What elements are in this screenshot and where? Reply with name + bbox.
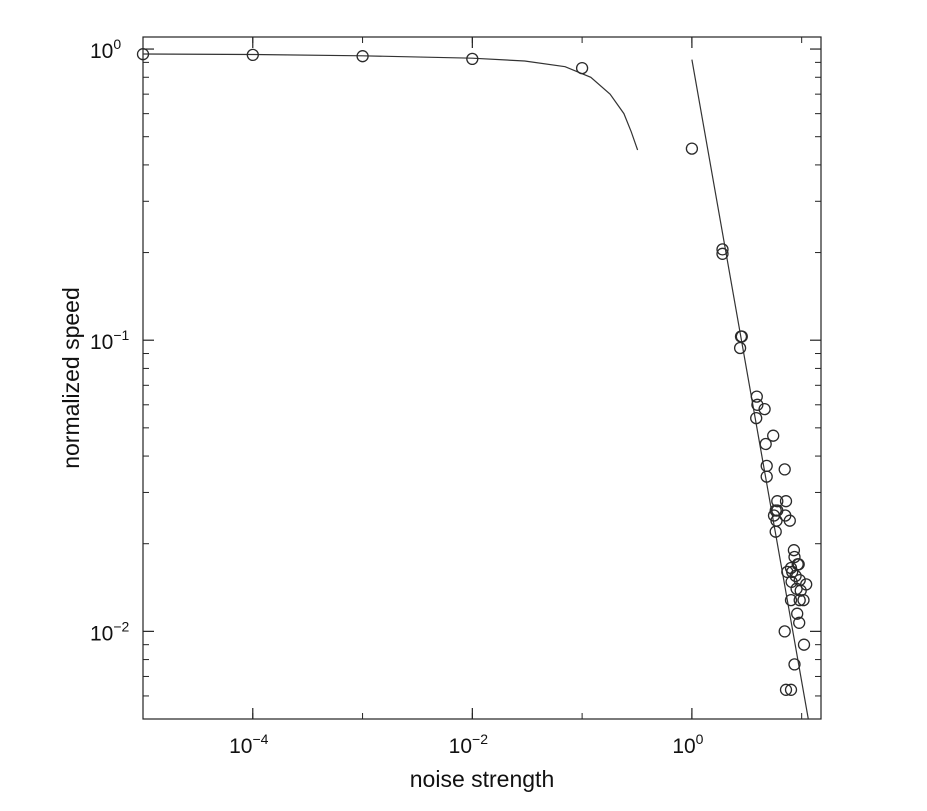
data-point	[246, 48, 259, 62]
data-point	[758, 402, 771, 416]
data-point	[750, 390, 763, 403]
data-point	[786, 565, 799, 579]
data-point	[784, 683, 798, 696]
data-point	[760, 459, 773, 473]
data-point	[466, 52, 479, 66]
x-axis-label: noise strength	[410, 766, 554, 792]
data-point	[791, 558, 804, 571]
major-ticks	[143, 37, 821, 719]
y-tick-label: 10−1	[90, 327, 130, 354]
data-point	[136, 48, 150, 61]
data-point	[784, 593, 798, 607]
data-point	[767, 429, 780, 442]
data-point	[793, 616, 806, 629]
series-layer	[136, 48, 813, 720]
data-point	[751, 398, 764, 411]
data-point	[716, 247, 729, 260]
data-point	[685, 142, 699, 155]
x-tick-label: 10−4	[229, 731, 269, 758]
data-point	[783, 514, 796, 527]
data-point	[575, 61, 589, 75]
data-point	[793, 593, 806, 607]
plot-frame	[142, 36, 822, 720]
data-point	[787, 544, 801, 557]
data-point	[797, 638, 811, 651]
data-point	[779, 683, 793, 696]
data-point	[788, 658, 801, 671]
data-point	[778, 463, 791, 476]
y-axis-label: normalized speed	[58, 287, 84, 469]
data-point	[792, 558, 805, 571]
data-point	[788, 550, 801, 564]
data-point	[779, 495, 793, 508]
y-tick-label: 100	[90, 36, 121, 63]
fit-line-power-law	[691, 59, 809, 720]
y-tick-labels: 100 10−1 10−2	[90, 36, 130, 645]
x-tick-labels: 10−4 10−2 100	[229, 731, 704, 758]
y-tick-label: 10−2	[90, 618, 130, 645]
data-point	[733, 341, 747, 355]
data-point	[791, 607, 804, 620]
data-point	[750, 411, 763, 425]
data-point	[797, 593, 810, 607]
data-point	[716, 243, 729, 256]
data-point	[760, 470, 773, 483]
data-point	[778, 625, 791, 638]
data-point	[771, 495, 784, 508]
minor-ticks	[142, 37, 821, 720]
data-point	[759, 437, 772, 451]
x-tick-label: 10−2	[449, 731, 489, 758]
data-point	[356, 50, 369, 63]
data-point	[735, 330, 748, 343]
data-point	[769, 525, 782, 538]
fit-line-curve	[142, 53, 639, 151]
x-tick-label: 100	[672, 731, 703, 758]
